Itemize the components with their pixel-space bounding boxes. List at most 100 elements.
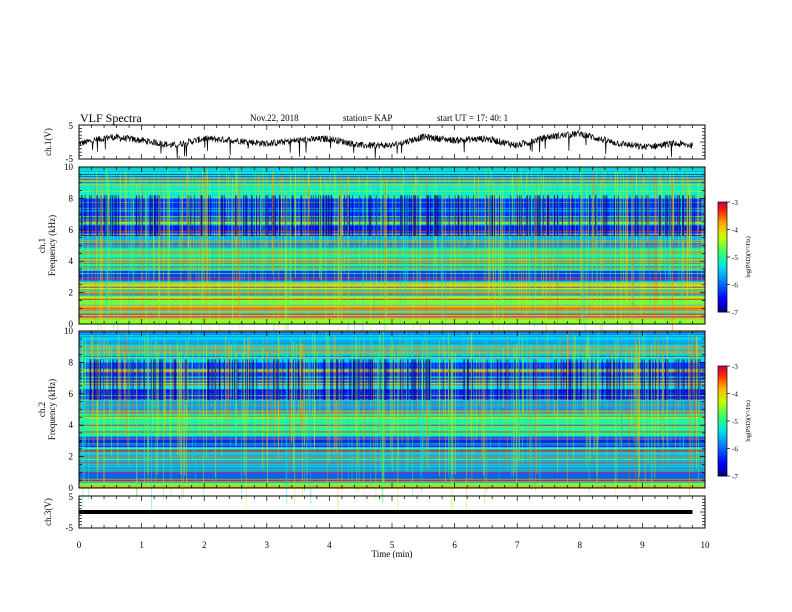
ch2-dark-streak xyxy=(340,359,342,401)
ch2-sferic xyxy=(191,357,193,427)
ch1-dark-streak xyxy=(538,195,540,237)
ch1-sferic xyxy=(592,186,594,254)
ch1-dark-streak xyxy=(81,195,83,237)
ch2-sferic xyxy=(690,342,692,468)
ch1-dark-streak xyxy=(401,195,403,237)
ch2-line xyxy=(79,404,705,406)
ch1-sferic xyxy=(580,171,581,243)
ch1-colorbar-cell xyxy=(718,266,727,269)
ch2-dark-streak xyxy=(507,359,509,401)
ch1-sferic xyxy=(497,185,499,341)
ch2-colorbar-cell xyxy=(718,371,727,374)
ch2-dark-streak xyxy=(298,359,300,401)
ch1-sferic xyxy=(691,195,693,302)
ch2-sferic xyxy=(286,346,288,504)
ch1-dark-streak xyxy=(647,195,649,237)
ch1-sferic xyxy=(338,195,340,323)
ch1-sferic xyxy=(124,194,126,235)
ch2-dark-streak xyxy=(535,359,537,401)
ch1-sferic xyxy=(405,182,407,289)
ch2-sferic xyxy=(294,341,296,414)
ch2-sferic xyxy=(326,331,327,406)
ch2-sferic xyxy=(373,347,374,465)
ch2-dark-streak xyxy=(560,359,562,401)
ch2-sferic xyxy=(401,347,403,443)
ch2-colorbar-cell xyxy=(718,424,727,427)
chart-title: VLF Spectra xyxy=(80,111,142,125)
ch2-hline xyxy=(79,432,705,434)
ch2-hline xyxy=(79,453,705,455)
ch1-sferic xyxy=(383,187,385,330)
ch1-sferic xyxy=(302,174,304,290)
ch2-dark-streak xyxy=(699,359,701,401)
ch1-colorbar-cell xyxy=(718,238,727,241)
ch1-sferic xyxy=(433,192,435,289)
ch2-sferic xyxy=(124,351,125,394)
ch1-hline xyxy=(79,189,705,191)
ch1-dark-streak xyxy=(519,195,521,237)
ch2-sferic xyxy=(585,338,587,416)
ch2-sferic xyxy=(511,339,513,477)
ch1-dark-streak xyxy=(491,195,493,237)
ch1-sferic xyxy=(167,168,169,311)
ch1-dark-streak xyxy=(670,195,672,237)
ch2-dark-streak xyxy=(231,359,233,401)
ch1-dark-streak xyxy=(499,195,501,237)
ch1-dark-streak xyxy=(221,195,223,237)
ch1-sferic xyxy=(307,174,309,323)
ch2-dark-streak xyxy=(678,359,680,401)
ch1-dark-streak xyxy=(473,195,475,237)
ch1-sferic xyxy=(578,194,580,235)
ch2-sferic xyxy=(182,360,184,498)
ch1-dark-streak xyxy=(668,195,670,237)
ch2-sferic xyxy=(356,339,358,493)
ch1-dark-streak xyxy=(691,195,693,237)
ch1-dark-streak xyxy=(427,195,429,237)
ch1-dark-streak xyxy=(272,195,274,237)
ch2-sferic xyxy=(493,343,495,408)
ch1-dark-streak xyxy=(223,195,225,237)
ch1-sferic xyxy=(540,176,542,231)
ch1-sferic xyxy=(91,171,93,282)
ch1-sferic xyxy=(588,184,590,257)
ch2-sferic xyxy=(363,338,365,494)
ch1-sferic xyxy=(681,167,683,308)
ch1-colorbar-label: log(PSD)(V²/Hz) xyxy=(745,236,752,277)
ch2-dark-streak xyxy=(273,359,275,401)
ch1-colorbar-cell xyxy=(718,306,727,309)
ch2-dark-streak xyxy=(372,359,374,401)
ch2-sferic xyxy=(522,334,524,413)
ch2-colorbar-cell xyxy=(718,444,727,448)
ch1-dark-streak xyxy=(634,195,636,237)
ch1-colorbar-cell xyxy=(718,282,727,285)
ch2-spectrogram xyxy=(79,331,705,515)
ch2-sferic xyxy=(370,336,372,485)
ch2-sferic xyxy=(696,337,698,385)
ch1-dark-streak xyxy=(595,195,597,237)
ch1-ylabel: ch.1 xyxy=(37,238,47,253)
ch2-sferic xyxy=(328,334,330,411)
ch2-sferic xyxy=(597,332,599,440)
ch2-sferic xyxy=(92,334,94,445)
ch2-dark-streak xyxy=(370,359,372,401)
ch2-dark-streak xyxy=(229,359,231,401)
ch1-colorbar-cell xyxy=(718,304,727,307)
ch1-dark-streak xyxy=(557,195,559,237)
ch2-sferic xyxy=(662,337,664,409)
ch2-sferic xyxy=(215,360,217,487)
ch2-sferic xyxy=(481,354,483,459)
ch1-colorbar-cell xyxy=(718,258,727,262)
ch1-line xyxy=(79,298,705,300)
ch1-sferic xyxy=(512,178,514,220)
ch2-dark-streak xyxy=(497,359,499,401)
ch2-dark-streak xyxy=(154,359,156,401)
ch2-colorbar-tick-label: -3 xyxy=(732,363,738,371)
ch1-colorbar-cell xyxy=(718,286,727,289)
ch2-colorbar-cell xyxy=(718,408,727,411)
ch1-dark-streak xyxy=(677,195,679,237)
ch1-sferic xyxy=(538,186,539,236)
ch2-colorbar-cell xyxy=(718,472,727,475)
ch2-sferic xyxy=(436,345,438,403)
ch1-sferic xyxy=(223,190,224,267)
ch1-sferic xyxy=(107,178,109,236)
